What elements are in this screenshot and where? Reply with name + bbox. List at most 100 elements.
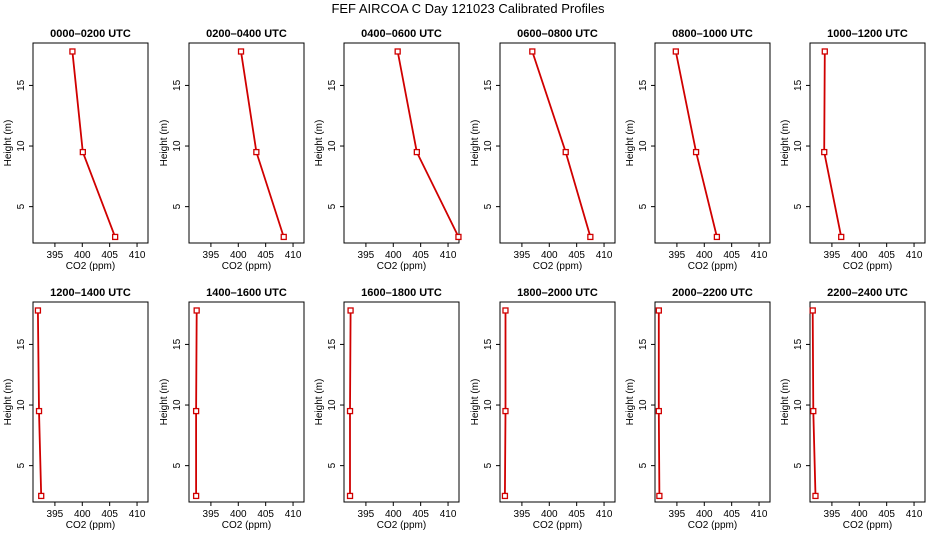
x-tick-label: 395 — [669, 250, 686, 261]
y-tick-label: 5 — [483, 462, 494, 468]
series-line — [195, 310, 198, 496]
x-axis-label: CO2 (ppm) — [533, 261, 582, 272]
x-tick-label: 405 — [568, 250, 585, 261]
y-tick-label: 5 — [327, 462, 338, 468]
x-tick-label: 405 — [568, 509, 585, 520]
data-point — [656, 492, 663, 500]
x-tick-label: 400 — [230, 250, 247, 261]
panel-title: 0000–0200 UTC — [50, 28, 131, 40]
x-tick-label: 405 — [101, 509, 118, 520]
figure-title: FEF AIRCOA C Day 121023 Calibrated Profi… — [331, 1, 605, 16]
panel-title: 0600–0800 UTC — [517, 28, 598, 40]
y-axis-label: Height (m) — [625, 379, 636, 426]
series-line — [811, 310, 817, 496]
data-point — [34, 307, 42, 314]
x-tick-label: 395 — [358, 250, 375, 261]
panel-5: 1000–1200 UTC 395 400 405 410 5 10 15 CO2 (ppm) H… — [780, 28, 926, 272]
x-tick-label: 400 — [74, 509, 91, 520]
x-axis-label: CO2 (ppm) — [66, 520, 115, 531]
x-tick-label: 400 — [851, 250, 868, 261]
y-tick-label: 5 — [327, 203, 338, 209]
data-point — [111, 233, 119, 241]
y-tick-label: 10 — [327, 140, 338, 152]
y-tick-label: 10 — [172, 399, 183, 411]
data-point — [821, 148, 828, 156]
panel-title: 1800–2000 UTC — [517, 287, 598, 299]
series-line — [823, 51, 843, 238]
panel-4: 0800–1000 UTC 395 400 405 410 5 10 15 CO2 (ppm) H… — [625, 28, 771, 272]
y-tick-label: 5 — [16, 462, 27, 468]
y-tick-label: 5 — [793, 203, 804, 209]
data-point — [692, 148, 700, 156]
panel-3: 0600–0800 UTC 395 400 405 410 5 10 15 CO2 (ppm) H… — [470, 28, 616, 272]
x-tick-label: 410 — [285, 250, 302, 261]
x-tick-label: 405 — [257, 509, 274, 520]
x-tick-label: 410 — [906, 250, 923, 261]
y-axis-label: Height (m) — [470, 120, 481, 167]
data-point — [237, 48, 245, 55]
data-point — [502, 307, 509, 314]
panel-frame — [188, 301, 305, 503]
y-tick-label: 5 — [483, 203, 494, 209]
x-tick-label: 405 — [412, 509, 429, 520]
x-tick-label: 400 — [696, 509, 713, 520]
panel-title: 0200–0400 UTC — [206, 28, 287, 40]
x-axis-label: CO2 (ppm) — [377, 261, 426, 272]
data-point — [455, 233, 462, 241]
series-line — [240, 51, 285, 238]
panel-frame — [499, 301, 616, 503]
x-tick-label: 405 — [257, 250, 274, 261]
x-tick-label: 410 — [751, 509, 768, 520]
data-point — [809, 307, 816, 314]
panel-title: 2000–2200 UTC — [672, 287, 753, 299]
panel-7: 1400–1600 UTC 395 400 405 410 5 10 15 CO2 (ppm) H… — [159, 287, 305, 531]
series-line — [349, 310, 352, 496]
data-point — [280, 233, 287, 241]
data-point — [655, 407, 662, 415]
x-axis-label: CO2 (ppm) — [377, 520, 426, 531]
y-tick-label: 15 — [327, 79, 338, 91]
x-axis-label: CO2 (ppm) — [533, 520, 582, 531]
x-axis-label: CO2 (ppm) — [843, 261, 892, 272]
y-axis-label: Height (m) — [780, 379, 791, 426]
y-tick-label: 15 — [327, 338, 338, 350]
data-point — [79, 148, 86, 156]
panel-title: 0800–1000 UTC — [672, 28, 753, 40]
series-line — [504, 310, 507, 496]
data-point — [812, 492, 819, 500]
panel-grid: 0000–0200 UTC 395 400 405 410 5 10 15 CO2 (ppm) H… — [3, 28, 926, 531]
panel-title: 1000–1200 UTC — [827, 28, 908, 40]
x-tick-label: 400 — [851, 509, 868, 520]
y-tick-label: 10 — [16, 140, 27, 152]
y-tick-label: 15 — [172, 338, 183, 350]
y-axis-label: Height (m) — [314, 379, 325, 426]
data-point — [346, 492, 354, 500]
panel-frame — [809, 42, 926, 244]
x-tick-label: 410 — [906, 509, 923, 520]
x-tick-label: 405 — [723, 250, 740, 261]
y-tick-label: 15 — [638, 338, 649, 350]
y-tick-label: 5 — [16, 203, 27, 209]
data-point — [38, 492, 45, 500]
x-tick-label: 410 — [285, 509, 302, 520]
x-tick-label: 410 — [440, 250, 457, 261]
panel-frame — [499, 42, 616, 244]
y-tick-label: 15 — [16, 79, 27, 91]
panel-8: 1600–1800 UTC 395 400 405 410 5 10 15 CO2 (ppm) H… — [314, 287, 460, 531]
x-axis-label: CO2 (ppm) — [222, 520, 271, 531]
series-line — [396, 51, 460, 238]
panel-title: 1400–1600 UTC — [206, 287, 287, 299]
series-line — [531, 51, 592, 238]
data-point — [69, 48, 76, 55]
y-axis-label: Height (m) — [3, 120, 14, 167]
x-tick-label: 395 — [47, 250, 64, 261]
y-tick-label: 10 — [793, 399, 804, 411]
y-axis-label: Height (m) — [159, 379, 170, 426]
data-point — [253, 148, 260, 156]
x-tick-label: 395 — [203, 509, 220, 520]
data-point — [529, 48, 536, 55]
y-tick-label: 5 — [638, 203, 649, 209]
panel-1: 0200–0400 UTC 395 400 405 410 5 10 15 CO2 (ppm) H… — [159, 28, 305, 272]
panel-11: 2200–2400 UTC 395 400 405 410 5 10 15 CO2 (ppm) H… — [780, 287, 926, 531]
data-point — [413, 148, 420, 156]
